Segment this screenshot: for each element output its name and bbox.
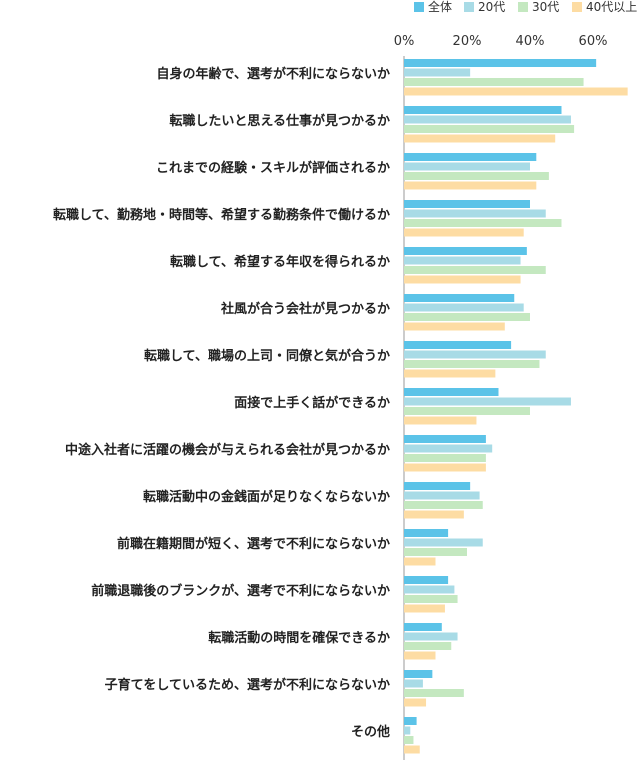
bar xyxy=(404,209,546,218)
x-tick-label: 40% xyxy=(516,34,545,49)
bar xyxy=(404,219,562,227)
category-label: 転職して、職場の上司・同僚と気が合うか xyxy=(144,348,390,364)
bar xyxy=(404,726,411,735)
bar xyxy=(404,228,524,237)
bars xyxy=(404,59,628,754)
category-label: 面接で上手く話ができるか xyxy=(234,395,390,411)
bar xyxy=(404,350,546,359)
bar xyxy=(404,322,505,331)
bar xyxy=(404,670,433,678)
bar xyxy=(404,491,480,500)
legend: 全体 20代 30代 40代以上 xyxy=(414,0,637,14)
bar xyxy=(404,397,571,406)
legend-swatch xyxy=(572,2,582,12)
bar xyxy=(404,181,537,190)
bar xyxy=(404,548,467,556)
bar xyxy=(404,303,524,312)
bar xyxy=(404,651,436,660)
legend-swatch xyxy=(464,2,474,12)
category-labels: 自身の年齢で、選考が不利にならないか転職したいと思える仕事が見つかるかこれまでの… xyxy=(53,66,390,740)
category-label: 転職活動中の金銭面が足りなくならないか xyxy=(143,489,390,505)
bar xyxy=(404,369,496,378)
x-tick-label: 60% xyxy=(579,34,608,49)
bar xyxy=(404,341,512,349)
category-label: 中途入社者に活躍の機会が与えられる会社が見つかるか xyxy=(65,442,390,458)
bar xyxy=(404,698,427,707)
bar xyxy=(404,736,414,744)
bar xyxy=(404,444,493,453)
bar xyxy=(404,745,420,754)
bar xyxy=(404,463,486,472)
bar xyxy=(404,557,436,566)
bar xyxy=(404,68,471,77)
bar xyxy=(404,585,455,594)
bar xyxy=(404,59,597,67)
bar xyxy=(404,642,452,650)
bar xyxy=(404,576,449,584)
bar xyxy=(404,416,477,425)
bar xyxy=(404,604,445,613)
bar xyxy=(404,360,540,368)
legend-label: 40代以上 xyxy=(586,0,637,14)
bar xyxy=(404,595,458,603)
category-label: 自身の年齢で、選考が不利にならないか xyxy=(157,66,390,82)
bar xyxy=(404,275,521,284)
bar xyxy=(404,388,499,396)
bar xyxy=(404,435,486,443)
bar xyxy=(404,689,464,697)
category-label: 転職活動の時間を確保できるか xyxy=(208,630,390,646)
bar xyxy=(404,407,530,415)
bar xyxy=(404,200,530,208)
category-label: 転職したいと思える仕事が見つかるか xyxy=(169,113,390,129)
bar xyxy=(404,78,584,86)
category-label: 前職在籍期間が短く、選考で不利にならないか xyxy=(117,536,390,552)
bar xyxy=(404,510,464,519)
category-label: 前職退職後のブランクが、選考で不利にならないか xyxy=(91,583,390,599)
bar xyxy=(404,256,521,265)
bar xyxy=(404,162,530,171)
bar xyxy=(404,125,575,133)
bar xyxy=(404,454,486,462)
bar xyxy=(404,482,471,490)
bar xyxy=(404,632,458,641)
legend-label: 20代 xyxy=(478,0,505,14)
bar xyxy=(404,529,449,537)
bar xyxy=(404,623,442,631)
legend-swatch xyxy=(518,2,528,12)
x-tick-label: 0% xyxy=(394,34,415,49)
bar xyxy=(404,134,556,143)
bar xyxy=(404,106,562,114)
bar xyxy=(404,153,537,161)
category-label: 社風が合う会社が見つかるか xyxy=(220,301,390,317)
bar xyxy=(404,538,483,547)
bar xyxy=(404,266,546,274)
bar xyxy=(404,717,417,725)
bar xyxy=(404,87,628,96)
legend-swatch xyxy=(414,2,424,12)
x-axis-ticks: 0% 20% 40% 60% xyxy=(394,34,608,49)
category-label: これまでの経験・スキルが評価されるか xyxy=(156,160,390,176)
category-label: その他 xyxy=(351,724,390,740)
bar xyxy=(404,172,549,180)
bar xyxy=(404,115,571,124)
legend-label: 全体 xyxy=(428,0,452,14)
category-label: 転職して、勤務地・時間等、希望する勤務条件で働けるか xyxy=(53,207,390,223)
bar xyxy=(404,313,530,321)
legend-label: 30代 xyxy=(532,0,559,14)
bar xyxy=(404,247,527,255)
bar xyxy=(404,501,483,509)
category-label: 子育てをしているため、選考が不利にならないか xyxy=(105,677,390,693)
bar xyxy=(404,679,423,688)
bar xyxy=(404,294,515,302)
x-tick-label: 20% xyxy=(453,34,482,49)
category-label: 転職して、希望する年収を得られるか xyxy=(170,254,390,270)
